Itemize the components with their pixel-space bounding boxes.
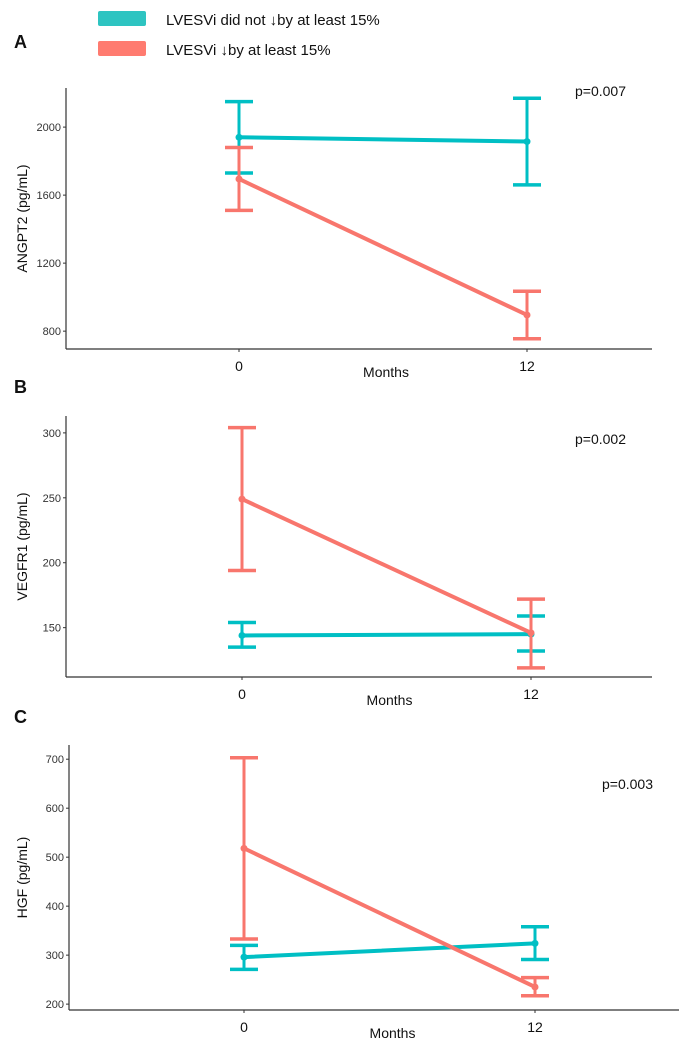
panel-label: C <box>14 707 27 727</box>
data-point <box>235 133 243 141</box>
series-line <box>240 632 533 638</box>
p-value-annotation: p=0.003 <box>602 776 653 792</box>
y-tick-label: 300 <box>43 428 61 440</box>
y-tick-label: 300 <box>46 950 64 962</box>
panel-c: C 200 300 400 500 600 700 0 12 Months HGF (pg/mL) p… <box>14 707 679 1041</box>
data-point <box>531 983 539 991</box>
y-tick-label: 400 <box>46 901 64 913</box>
y-tick-label: 1600 <box>37 190 61 202</box>
y-tick-label: 150 <box>43 623 61 635</box>
data-point <box>527 629 535 637</box>
data-point <box>523 138 531 146</box>
data-point <box>238 631 246 639</box>
y-tick-label: 700 <box>46 754 64 766</box>
series-decrease <box>228 425 545 670</box>
y-axis-title: HGF (pg/mL) <box>14 837 30 919</box>
data-point <box>531 939 539 947</box>
data-point <box>240 953 248 961</box>
x-tick-label: 0 <box>240 1019 248 1035</box>
panel-b: B 150 200 250 300 0 12 Months VEGFR1 (pg/mL) p=0.… <box>14 377 652 708</box>
series-line <box>237 135 529 144</box>
series-line <box>240 497 533 635</box>
series-no-decrease <box>225 96 541 187</box>
x-tick-label: 12 <box>527 1019 543 1035</box>
y-tick-label: 250 <box>43 493 61 505</box>
x-tick-label: 12 <box>523 686 539 702</box>
y-tick-label: 600 <box>46 803 64 815</box>
data-point <box>235 175 243 183</box>
legend: LVESVi did not ↓by at least 15% LVESVi ↓… <box>98 11 380 59</box>
legend-label-no-decrease: LVESVi did not ↓by at least 15% <box>166 12 380 29</box>
y-axis-title: ANGPT2 (pg/mL) <box>14 164 30 272</box>
y-tick-label: 1200 <box>37 258 61 270</box>
panel-a: A 800 1200 1600 2000 0 12 Months ANGPT2 (pg/mL) p… <box>14 32 652 380</box>
y-tick-label: 200 <box>46 999 64 1011</box>
series-line <box>237 176 529 317</box>
series-line <box>242 941 537 960</box>
x-axis-title: Months <box>363 364 409 380</box>
series-decrease <box>225 145 541 341</box>
p-value-annotation: p=0.002 <box>575 431 626 447</box>
data-point <box>240 844 248 852</box>
series-no-decrease <box>228 614 545 653</box>
legend-swatch-decrease <box>98 41 146 56</box>
y-tick-label: 800 <box>43 326 61 338</box>
y-axis-title: VEGFR1 (pg/mL) <box>14 492 30 600</box>
x-axis-title: Months <box>367 692 413 708</box>
legend-label-decrease: LVESVi ↓by at least 15% <box>166 42 331 59</box>
x-tick-label: 0 <box>238 686 246 702</box>
legend-swatch-no-decrease <box>98 11 146 26</box>
y-tick-label: 200 <box>43 558 61 570</box>
data-point <box>523 311 531 319</box>
series-no-decrease <box>230 924 549 972</box>
series-line <box>242 846 537 989</box>
panel-label: A <box>14 32 27 52</box>
panel-label: B <box>14 377 27 397</box>
x-axis-title: Months <box>370 1025 416 1041</box>
p-value-annotation: p=0.007 <box>575 83 626 99</box>
x-tick-label: 12 <box>519 358 535 374</box>
y-tick-label: 500 <box>46 852 64 864</box>
y-tick-label: 2000 <box>37 122 61 134</box>
data-point <box>238 495 246 503</box>
series-decrease <box>230 755 549 998</box>
x-tick-label: 0 <box>235 358 243 374</box>
